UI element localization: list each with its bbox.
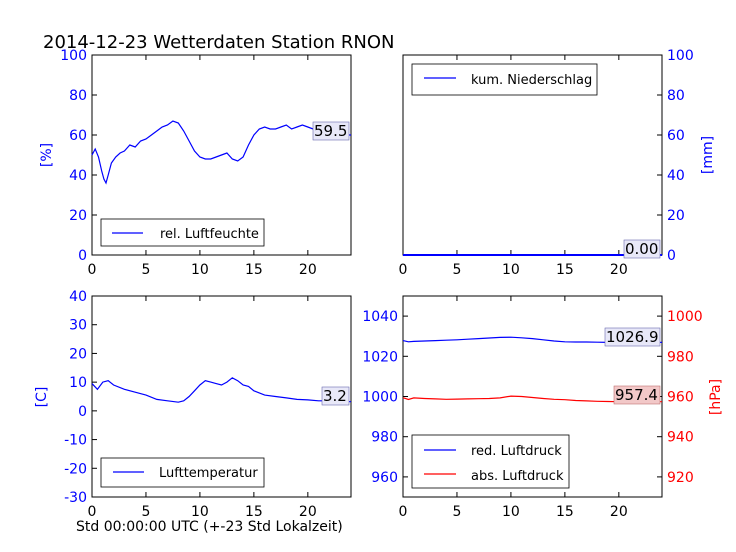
precip-x-tick-label: 20 <box>610 262 628 278</box>
pressure-reduced-value-box-bg <box>604 327 661 347</box>
humidity-y-ticks: 0 20 40 60 80 100 <box>60 48 97 264</box>
humidity-x-tick-label: 0 <box>88 262 97 278</box>
pressure-right-y-tick-label: 1000 <box>667 309 703 325</box>
humidity-y-tick-label: 80 <box>69 88 87 104</box>
figure-title: 2014-12-23 Wetterdaten Station RNON <box>43 32 394 53</box>
precip-y-tick-label: 100 <box>667 48 694 64</box>
temp-x-tick-label: 10 <box>191 504 209 520</box>
precip-x-tick-label: 10 <box>502 262 520 278</box>
pressure-y-ticks-left: 960 980 1000 1020 1040 <box>362 309 408 486</box>
temp-y-tick-label: 30 <box>69 318 87 334</box>
pressure-absolute-value-box: 957.4 <box>613 385 661 405</box>
humidity-y-label: [%] <box>39 143 55 167</box>
temp-y-tick-label: -20 <box>64 461 87 477</box>
humidity-legend-label: rel. Luftfeuchte <box>160 227 259 242</box>
pressure-reduced-value-box: 1026.9 <box>604 327 661 347</box>
pressure-left-y-tick-label: 960 <box>371 470 398 486</box>
pressure-absolute-value-box-bg <box>613 385 661 405</box>
temp-value-box: 3.2 <box>321 386 350 406</box>
pressure-right-y-tick-label: 920 <box>667 470 694 486</box>
pressure-reduced-current-value: 1026.9 <box>606 328 659 346</box>
precip-current-value: 0.00 <box>625 240 658 258</box>
precip-y-label: [mm] <box>700 136 716 174</box>
pressure-legend-box <box>411 434 570 489</box>
temp-current-value: 3.2 <box>323 387 347 405</box>
precip-x-tick-label: 5 <box>452 262 461 278</box>
pressure-x-tick-label: 20 <box>610 504 628 520</box>
temp-y-tick-label: -10 <box>64 433 87 449</box>
pressure-x-tick-label: 5 <box>452 504 461 520</box>
temp-y-tick-label: 20 <box>69 346 87 362</box>
pressure-left-y-tick-label: 1040 <box>362 309 398 325</box>
pressure-x-tick-label: 0 <box>399 504 408 520</box>
pressure-right-y-tick-label: 940 <box>667 430 694 446</box>
panel-temperature: -30 -20 -10 0 10 20 30 40 0 5 10 15 20 [C] Lufttemp… <box>34 289 352 520</box>
humidity-x-tick-label: 15 <box>245 262 263 278</box>
pressure-x-tick-label: 10 <box>502 504 520 520</box>
pressure-legend-label-reduced: red. Luftdruck <box>471 444 562 459</box>
humidity-y-tick-label: 100 <box>60 48 87 64</box>
precip-y-tick-label: 0 <box>667 248 676 264</box>
pressure-left-y-tick-label: 980 <box>371 430 398 446</box>
pressure-absolute-current-value: 957.4 <box>615 386 658 404</box>
temp-y-tick-label: 10 <box>69 375 87 391</box>
pressure-x-ticks: 0 5 10 15 20 <box>399 296 628 520</box>
pressure-x-tick-label: 15 <box>556 504 574 520</box>
temp-x-tick-label: 15 <box>245 504 263 520</box>
temp-x-ticks: 0 5 10 15 20 <box>88 296 317 520</box>
precip-legend: kum. Niederschlag <box>411 63 598 96</box>
temp-value-box-bg <box>321 386 350 406</box>
temp-legend-label: Lufttemperatur <box>159 466 258 481</box>
precip-value-box: 0.00 <box>623 239 661 259</box>
precip-y-tick-label: 20 <box>667 208 685 224</box>
precip-y-tick-label: 40 <box>667 168 685 184</box>
temp-x-tick-label: 20 <box>299 504 317 520</box>
temp-y-label: [C] <box>34 387 50 408</box>
precip-legend-box <box>411 63 598 96</box>
temp-y-tick-label: 0 <box>78 404 87 420</box>
panel-humidity: 0 20 40 60 80 100 0 5 10 15 20 [%] rel. Luftfeuch… <box>39 48 352 278</box>
humidity-legend: rel. Luftfeuchte <box>100 218 265 247</box>
pressure-legend: red. Luftdruck abs. Luftdruck <box>411 434 570 489</box>
humidity-x-tick-label: 5 <box>141 262 150 278</box>
pressure-right-y-tick-label: 980 <box>667 349 694 365</box>
humidity-value-box-bg <box>312 121 350 141</box>
humidity-y-tick-label: 0 <box>78 248 87 264</box>
humidity-x-tick-label: 20 <box>299 262 317 278</box>
pressure-y-label: [hPa] <box>708 379 724 415</box>
pressure-y-ticks-right: 920 940 960 980 1000 <box>657 309 703 486</box>
pressure-left-y-tick-label: 1020 <box>362 349 398 365</box>
pressure-left-y-tick-label: 1000 <box>362 390 398 406</box>
precip-value-box-bg <box>623 239 661 259</box>
temp-series-line <box>91 377 352 403</box>
precip-legend-label: kum. Niederschlag <box>471 73 592 88</box>
humidity-current-value: 59.5 <box>314 122 347 140</box>
temp-legend: Lufttemperatur <box>100 457 265 488</box>
humidity-y-tick-label: 40 <box>69 168 87 184</box>
figure-x-label: Std 00:00:00 UTC (+-23 Std Lokalzeit) <box>76 519 343 535</box>
pressure-right-y-tick-label: 960 <box>667 390 694 406</box>
temp-y-ticks: -30 -20 -10 0 10 20 30 40 <box>64 289 97 506</box>
temp-x-tick-label: 5 <box>141 504 150 520</box>
precip-y-tick-label: 60 <box>667 128 685 144</box>
precip-y-ticks: 0 20 40 60 80 100 <box>657 48 694 264</box>
panel-precipitation: 0 20 40 60 80 100 0 5 10 15 20 [mm] kum. Niedersc… <box>399 48 716 278</box>
precip-x-tick-label: 15 <box>556 262 574 278</box>
temp-x-tick-label: 0 <box>88 504 97 520</box>
humidity-y-tick-label: 60 <box>69 128 87 144</box>
humidity-y-tick-label: 20 <box>69 208 87 224</box>
humidity-series-line <box>91 120 351 185</box>
precip-x-ticks: 0 5 10 15 20 <box>399 55 628 278</box>
precip-x-tick-label: 0 <box>399 262 408 278</box>
precip-y-tick-label: 80 <box>667 88 685 104</box>
humidity-value-box: 59.5 <box>312 121 350 141</box>
humidity-x-tick-label: 10 <box>191 262 209 278</box>
pressure-legend-label-absolute: abs. Luftdruck <box>471 469 564 484</box>
humidity-x-ticks: 0 5 10 15 20 <box>88 55 317 278</box>
temp-y-tick-label: -30 <box>64 490 87 506</box>
temp-y-tick-label: 40 <box>69 289 87 305</box>
